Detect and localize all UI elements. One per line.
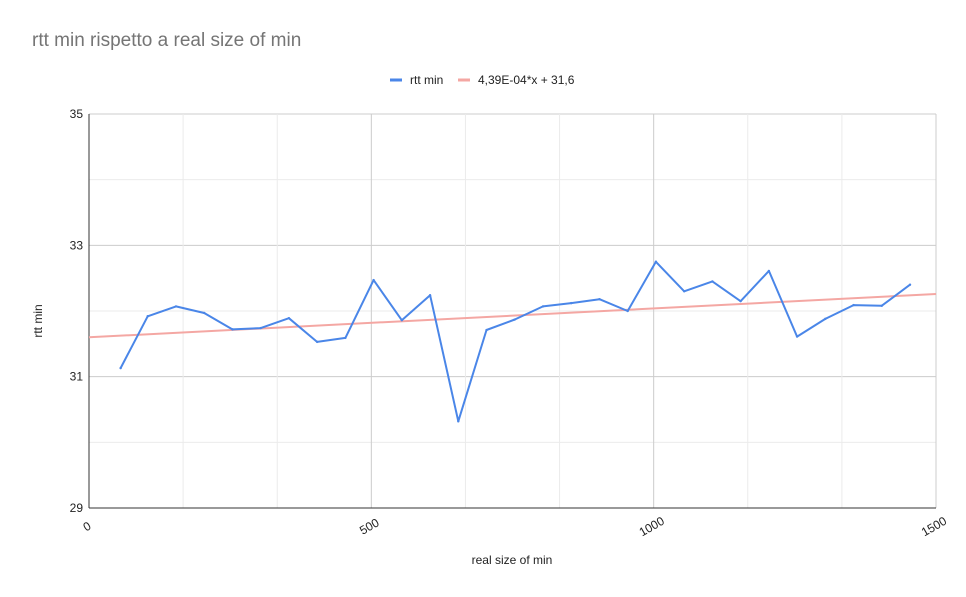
data-point (513, 318, 516, 321)
data-point (485, 328, 488, 332)
legend-label-trendline: 4,39E-04*x + 31,6 (478, 73, 575, 87)
x-axis-label: real size of min (472, 553, 553, 567)
y-tick-label: 31 (70, 370, 84, 384)
data-point (259, 326, 262, 330)
x-tick-label: 1000 (637, 514, 667, 540)
y-tick-label: 29 (70, 501, 84, 515)
data-point (146, 315, 149, 318)
data-point (202, 311, 206, 315)
data-point (795, 335, 799, 338)
data-point (711, 280, 714, 283)
data-point (908, 283, 912, 286)
data-point (739, 299, 742, 303)
trendline (88, 293, 937, 339)
data-point (682, 290, 686, 293)
data-point (570, 301, 573, 305)
y-axis-label: rtt min (31, 304, 45, 337)
data-point (767, 269, 771, 273)
data-point (626, 309, 629, 313)
y-tick-label: 33 (70, 238, 84, 252)
data-point (880, 304, 883, 307)
data-point (174, 305, 178, 308)
data-point (287, 317, 291, 320)
x-tick-label: 500 (357, 515, 382, 537)
data-point (119, 366, 122, 370)
data-point (428, 294, 432, 297)
grid (88, 113, 937, 509)
data-point (400, 318, 404, 322)
data-point (598, 297, 601, 301)
data-point (654, 260, 658, 263)
data-point (457, 420, 460, 423)
series-line-rtt-min (119, 260, 911, 423)
chart-title: rtt min rispetto a real size of min (32, 30, 302, 51)
data-point (372, 278, 375, 282)
y-tick-label: 35 (70, 107, 84, 121)
x-tick-label: 1500 (919, 514, 949, 540)
legend: rtt min 4,39E-04*x + 31,6 (390, 73, 575, 87)
x-tick-label: 0 (81, 519, 94, 535)
data-point (852, 303, 855, 307)
series-layer (88, 260, 937, 423)
data-point (541, 305, 545, 308)
legend-label-rtt-min: rtt min (410, 73, 443, 87)
data-point (315, 340, 319, 344)
data-point (824, 317, 827, 321)
data-point (344, 336, 347, 340)
data-point (231, 328, 234, 331)
